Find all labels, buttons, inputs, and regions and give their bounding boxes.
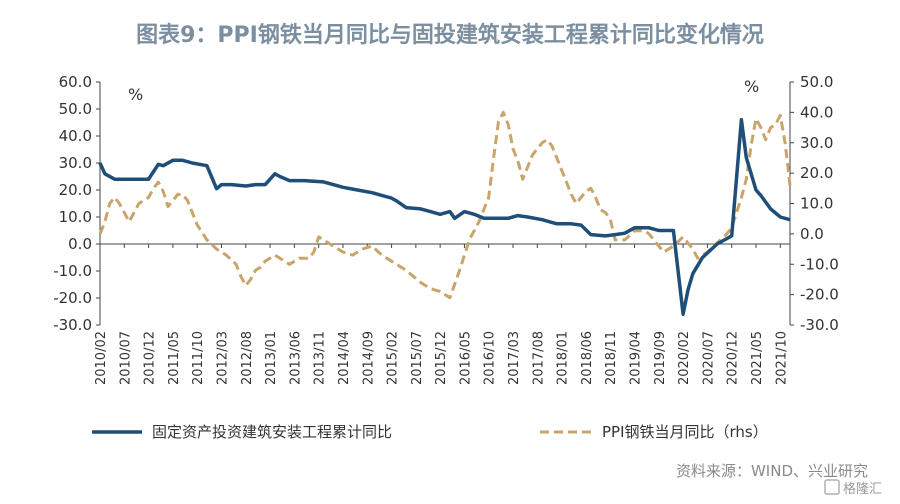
watermark-icon <box>824 479 840 495</box>
x-tick-label: 2018/11 <box>604 331 619 385</box>
x-tick-label: 2021/05 <box>750 331 765 385</box>
right-axis-unit: % <box>744 77 759 96</box>
left-tick-label: 30.0 <box>59 154 92 172</box>
left-tick-label: 40.0 <box>59 127 92 145</box>
source-note: 资料来源：WIND、兴业研究 <box>676 462 868 480</box>
right-tick-label: 30.0 <box>800 134 833 152</box>
left-tick-label: 50.0 <box>59 100 92 118</box>
x-tick-label: 2014/09 <box>361 331 376 385</box>
x-tick-label: 2020/12 <box>726 331 741 385</box>
right-axis-ticks: 50.0 40.0 30.0 20.0 10.0 0.0 -10.0 -20.0 -30.0 <box>790 73 839 334</box>
x-tick-label: 2021/10 <box>774 331 789 385</box>
x-tick-label: 2010/12 <box>143 331 158 385</box>
x-tick-label: 2015/12 <box>434 331 449 385</box>
x-tick-label: 2017/08 <box>531 331 546 385</box>
left-tick-label: 10.0 <box>59 208 92 226</box>
left-axis-unit: % <box>128 85 143 104</box>
x-tick-label: 2018/01 <box>556 331 571 385</box>
series-line-fixed-investment <box>98 118 791 316</box>
left-tick-label: -20.0 <box>53 289 92 307</box>
x-tick-label: 2017/03 <box>507 331 522 385</box>
right-tick-label: 10.0 <box>800 195 833 213</box>
series-line-ppi-steel <box>98 110 792 300</box>
watermark-text: 格隆汇 <box>843 481 882 497</box>
x-tick-label: 2018/06 <box>580 331 595 385</box>
x-tick-label: 2020/02 <box>677 331 692 385</box>
right-tick-label: 40.0 <box>800 103 833 121</box>
x-tick-label: 2012/08 <box>240 331 255 385</box>
left-tick-label: 20.0 <box>59 181 92 199</box>
legend-label-ppi-steel: PPI钢铁当月同比（rhs） <box>602 423 768 441</box>
x-tick-label: 2015/02 <box>386 331 401 385</box>
x-tick-label: 2019/09 <box>653 331 668 385</box>
x-tick-label: 2016/05 <box>458 331 473 385</box>
x-tick-label: 2011/10 <box>191 331 206 385</box>
watermark-logo: 格隆汇 <box>824 479 882 497</box>
x-tick-label: 2016/10 <box>483 331 498 385</box>
x-tick-label: 2012/03 <box>215 331 230 385</box>
x-tick-label: 2019/04 <box>629 331 644 385</box>
left-tick-label: -30.0 <box>53 316 92 334</box>
legend-label-fixed-investment: 固定资产投资建筑安装工程累计同比 <box>152 423 392 441</box>
left-tick-label: 60.0 <box>59 73 92 91</box>
x-tick-label: 2020/07 <box>701 331 716 385</box>
right-tick-label: 50.0 <box>800 73 833 91</box>
x-tick-label: 2015/07 <box>410 331 425 385</box>
left-axis-ticks: 60.0 50.0 40.0 30.0 20.0 10.0 0.0 -10.0 -20.0 -30… <box>53 73 100 334</box>
x-tick-label: 2014/04 <box>337 331 352 385</box>
x-tick-label: 2013/11 <box>313 331 328 385</box>
left-tick-label: -10.0 <box>53 262 92 280</box>
x-tick-label: 2013/06 <box>288 331 303 385</box>
x-tick-label: 2011/05 <box>167 331 182 385</box>
right-tick-label: 0.0 <box>800 225 824 243</box>
right-tick-label: -10.0 <box>800 255 839 273</box>
right-tick-label: -20.0 <box>800 286 839 304</box>
x-tick-label: 2010/07 <box>118 331 133 385</box>
right-tick-label: -30.0 <box>800 316 839 334</box>
x-tick-label: 2010/02 <box>94 331 109 385</box>
chart-title: 图表9：PPI钢铁当月同比与固投建筑安装工程累计同比变化情况 <box>136 22 764 48</box>
x-axis-ticks: 2010/02 2010/07 2010/12 2011/05 2011/10 2012/… <box>94 244 789 385</box>
x-tick-label: 2013/01 <box>264 331 279 385</box>
legend: 固定资产投资建筑安装工程累计同比 PPI钢铁当月同比（rhs） <box>92 423 768 441</box>
left-tick-label: 0.0 <box>68 235 92 253</box>
right-tick-label: 20.0 <box>800 164 833 182</box>
